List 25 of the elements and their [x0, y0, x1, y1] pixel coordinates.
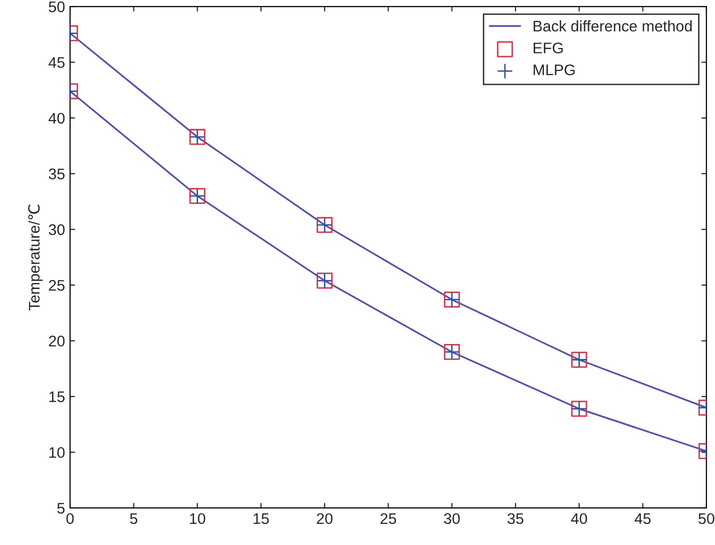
x-tick-label: 25	[380, 513, 396, 524]
x-tick-label: 35	[508, 513, 524, 524]
x-tick-label: 10	[190, 513, 206, 524]
y-axis-title: Temperature/℃	[28, 204, 43, 310]
y-tick-label: 30	[48, 224, 65, 236]
x-tick-label: 30	[444, 513, 460, 524]
y-tick-label: 20	[48, 336, 65, 346]
x-tick-label: 50	[698, 513, 714, 524]
x-tick-label: 15	[254, 513, 269, 524]
y-tick-label: 10	[49, 447, 65, 458]
y-tick-label: 5	[57, 502, 65, 514]
x-tick-label: 0	[66, 513, 74, 524]
x-tick-label: 5	[130, 513, 138, 524]
x-tick-label: 45	[634, 513, 651, 524]
x-tick-label: 20	[316, 513, 333, 524]
y-tick-label: 25	[48, 280, 65, 291]
y-tick-label: 50	[48, 1, 65, 12]
x-tick-label: 40	[571, 513, 588, 524]
y-tick-label: 15	[49, 392, 65, 402]
legend-label: MLPG	[534, 64, 575, 76]
y-tick-label: 35	[48, 168, 65, 180]
legend-label: EFG	[534, 42, 563, 54]
legend-label: Back difference method	[534, 20, 692, 32]
y-tick-label: 45	[48, 57, 65, 68]
y-tick-label: 40	[48, 112, 65, 124]
